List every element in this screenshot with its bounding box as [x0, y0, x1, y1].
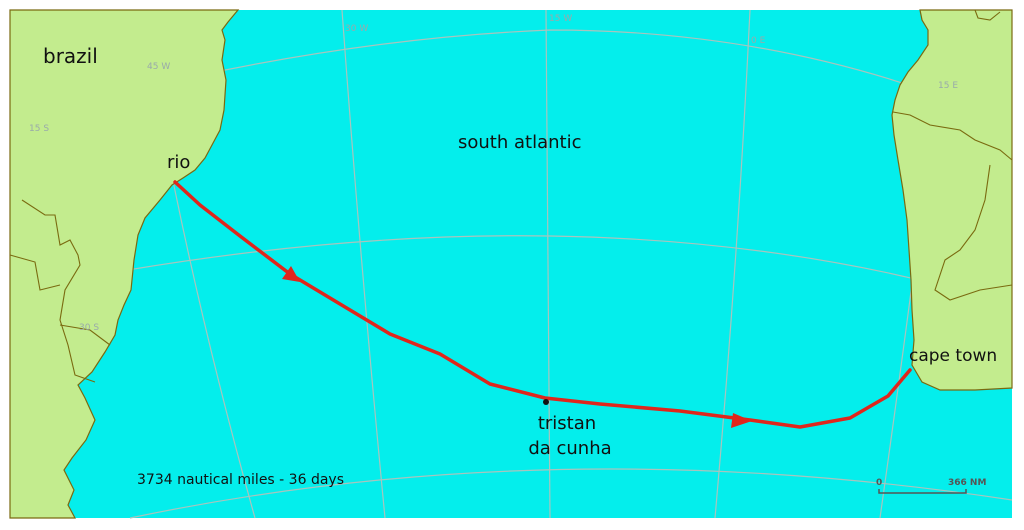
land-africa [891, 9, 1013, 391]
route-arrow-1 [282, 266, 300, 282]
route-arrow-2 [731, 413, 752, 428]
route-summary: 3734 nautical miles - 36 days [137, 472, 344, 488]
label-rio: rio [167, 152, 190, 173]
graticule-label-15w: 15 W [549, 14, 572, 24]
graticule-label-0e: 0 E [751, 36, 766, 46]
scale-bar-line [878, 489, 967, 494]
tristan-da-cunha-marker [543, 399, 549, 405]
graticule-label-30s: 30 S [79, 323, 99, 333]
label-da-cunha: da cunha [528, 438, 611, 459]
longitude-line-15w [545, 9, 551, 519]
latitude-line-30s [9, 235, 1013, 306]
country-borders-east [892, 9, 1013, 301]
graticule-label-30w: 30 W [345, 24, 368, 34]
label-brazil: brazil [43, 44, 98, 68]
country-borders-west [9, 199, 111, 383]
longitude-line-30w [341, 9, 386, 519]
scale-bar-start-label: 0 [876, 478, 882, 488]
graticule-label-15s: 15 S [29, 124, 49, 134]
label-tristan: tristan [538, 413, 596, 434]
route-line [173, 180, 912, 429]
label-south-atlantic: south atlantic [458, 132, 581, 153]
graticule-label-15e: 15 E [938, 81, 958, 91]
label-cape-town: cape town [909, 346, 997, 366]
scale-bar-end-label: 366 NM [948, 478, 986, 488]
longitude-line-0e [714, 9, 751, 519]
scale-bar: 0 366 NM [876, 478, 986, 494]
land-south-america [9, 9, 240, 519]
latitude-line-45s [129, 468, 1013, 519]
graticule-label-45w: 45 W [147, 62, 170, 72]
